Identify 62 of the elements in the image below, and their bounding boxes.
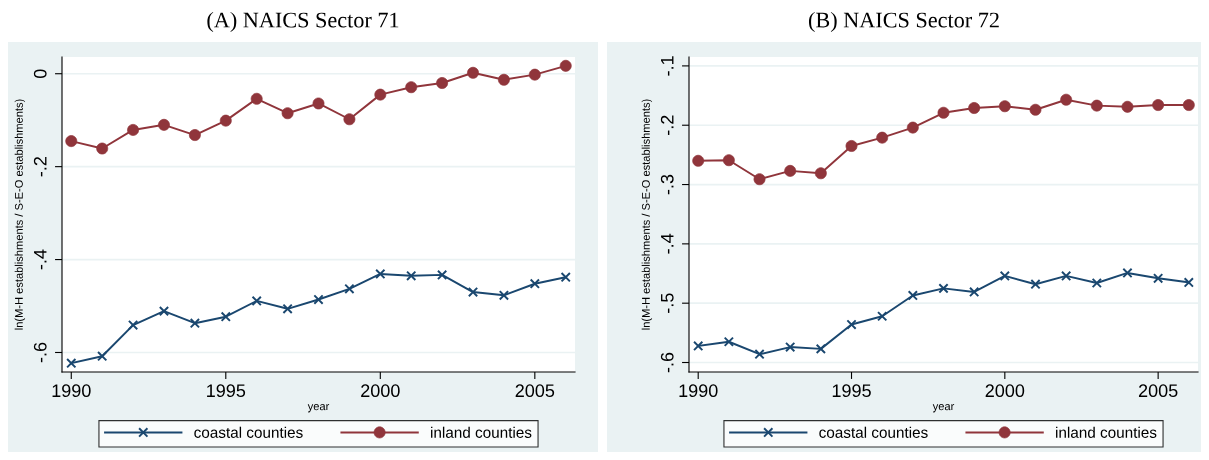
y-tick-label: -.5 [661,293,674,313]
y-tick-label: -.6 [33,342,47,363]
y-tick-label: -.4 [661,233,674,254]
point [877,311,888,322]
legend-label: coastal counties [819,426,928,438]
point [1122,267,1133,279]
x-tick-label: 2000 [361,384,400,398]
point [907,290,918,301]
x-tick-label: 1995 [207,384,246,398]
point [436,269,448,281]
x-tick-label: 1995 [832,384,871,398]
y-axis-title: ln(M-H establishments / S-E-O establishments) [14,99,26,330]
point [127,319,139,331]
chart-title: (A) NAICS Sector 71 [207,11,399,33]
point [313,294,324,305]
point [754,349,765,360]
point [97,351,108,362]
point [344,283,355,294]
y-tick-label: -.2 [33,157,47,177]
chart-title: (B) NAICS Sector 72 [809,11,999,33]
point [375,268,386,280]
point [1091,277,1102,289]
x-tick-label: 2000 [985,384,1025,398]
legend-label: coastal counties [194,426,303,438]
point [815,343,826,354]
point [1153,273,1164,284]
legend-label: inland counties [1056,426,1157,438]
y-tick-label: -.1 [661,56,674,76]
point [723,336,734,347]
point [66,358,77,369]
point [693,340,704,352]
point [251,295,262,307]
point [785,341,796,353]
x-tick-label: 1990 [679,384,718,398]
y-tick-label: -.4 [34,249,47,270]
point [1061,270,1072,282]
point [282,303,293,314]
x-axis-title: year [307,404,330,413]
x-axis-title: year [932,404,955,413]
x-tick-label: 2005 [1138,384,1178,398]
y-tick-label: -.6 [660,352,674,373]
point [999,270,1010,282]
point [498,290,510,301]
legend-label: inland counties [431,426,532,438]
y-tick-label: -.2 [660,115,674,135]
point [846,319,857,330]
y-tick-label: -.3 [660,174,674,195]
point [1030,279,1041,290]
point [158,306,170,317]
point [560,272,571,283]
x-tick-label: 1990 [52,384,91,398]
point [467,286,479,298]
point [406,270,417,281]
y-tick-label: 0 [33,69,47,79]
point [938,283,949,294]
point [189,318,201,329]
point [1183,277,1194,288]
point [220,311,231,322]
point [529,278,540,289]
point [969,286,980,298]
y-axis-title: ln(M-H establishments / S-E-O establishments) [641,99,653,330]
x-tick-label: 2005 [515,384,555,398]
